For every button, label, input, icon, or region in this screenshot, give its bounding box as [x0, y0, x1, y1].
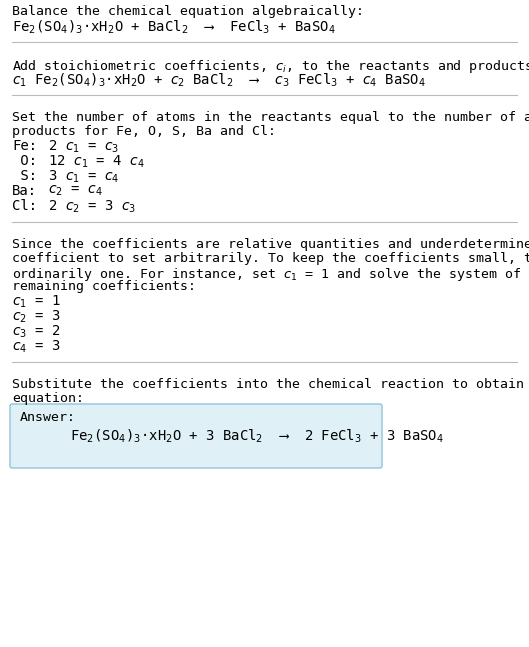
- Text: Fe$_2$(SO$_4$)$_3$·xH$_2$O + BaCl$_2$  ⟶  FeCl$_3$ + BaSO$_4$: Fe$_2$(SO$_4$)$_3$·xH$_2$O + BaCl$_2$ ⟶ …: [12, 19, 336, 36]
- Text: $c_2$ = 3: $c_2$ = 3: [12, 309, 61, 325]
- Text: coefficient to set arbitrarily. To keep the coefficients small, the arbitrary va: coefficient to set arbitrarily. To keep …: [12, 252, 529, 265]
- FancyBboxPatch shape: [10, 404, 382, 468]
- Text: Balance the chemical equation algebraically:: Balance the chemical equation algebraica…: [12, 5, 364, 18]
- Text: $c_1$ Fe$_2$(SO$_4$)$_3$·xH$_2$O + $c_2$ BaCl$_2$  ⟶  $c_3$ FeCl$_3$ + $c_4$ BaS: $c_1$ Fe$_2$(SO$_4$)$_3$·xH$_2$O + $c_2$…: [12, 72, 426, 89]
- Text: Ba:: Ba:: [12, 184, 37, 198]
- Text: Set the number of atoms in the reactants equal to the number of atoms in the: Set the number of atoms in the reactants…: [12, 111, 529, 124]
- Text: 12 $c_1$ = 4 $c_4$: 12 $c_1$ = 4 $c_4$: [40, 154, 144, 170]
- Text: O:: O:: [12, 154, 37, 168]
- Text: $c_3$ = 2: $c_3$ = 2: [12, 324, 60, 340]
- Text: Since the coefficients are relative quantities and underdetermined, choose a: Since the coefficients are relative quan…: [12, 238, 529, 251]
- Text: 2 $c_1$ = $c_3$: 2 $c_1$ = $c_3$: [40, 139, 120, 155]
- Text: Fe:: Fe:: [12, 139, 37, 153]
- Text: ordinarily one. For instance, set $c_1$ = 1 and solve the system of equations fo: ordinarily one. For instance, set $c_1$ …: [12, 266, 529, 283]
- Text: S:: S:: [12, 169, 37, 183]
- Text: Add stoichiometric coefficients, $c_i$, to the reactants and products:: Add stoichiometric coefficients, $c_i$, …: [12, 58, 529, 75]
- Text: $c_1$ = 1: $c_1$ = 1: [12, 294, 61, 311]
- Text: Fe$_2$(SO$_4$)$_3$·xH$_2$O + 3 BaCl$_2$  ⟶  2 FeCl$_3$ + 3 BaSO$_4$: Fe$_2$(SO$_4$)$_3$·xH$_2$O + 3 BaCl$_2$ …: [20, 428, 444, 445]
- Text: Cl:: Cl:: [12, 199, 37, 213]
- Text: Substitute the coefficients into the chemical reaction to obtain the balanced: Substitute the coefficients into the che…: [12, 378, 529, 391]
- Text: remaining coefficients:: remaining coefficients:: [12, 280, 196, 293]
- Text: 3 $c_1$ = $c_4$: 3 $c_1$ = $c_4$: [40, 169, 120, 186]
- Text: Answer:: Answer:: [20, 411, 76, 424]
- Text: $c_4$ = 3: $c_4$ = 3: [12, 339, 61, 355]
- Text: $c_2$ = $c_4$: $c_2$ = $c_4$: [40, 184, 103, 199]
- Text: 2 $c_2$ = 3 $c_3$: 2 $c_2$ = 3 $c_3$: [40, 199, 136, 215]
- Text: equation:: equation:: [12, 392, 84, 405]
- Text: products for Fe, O, S, Ba and Cl:: products for Fe, O, S, Ba and Cl:: [12, 125, 276, 138]
